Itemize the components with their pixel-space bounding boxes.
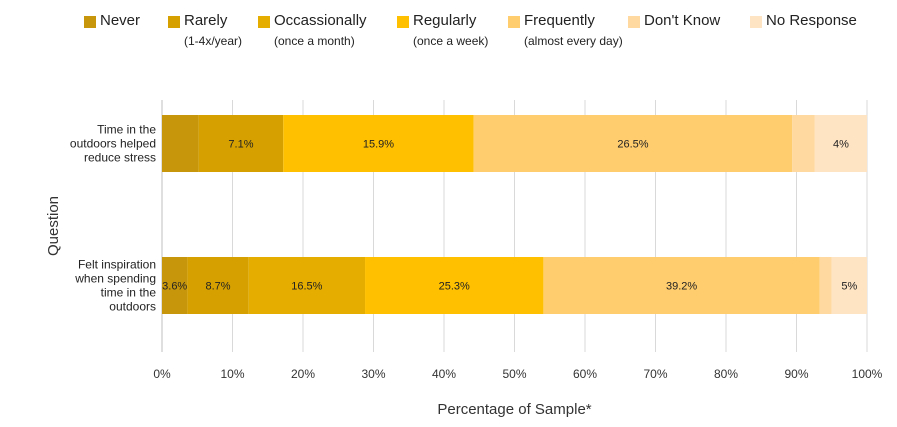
legend-swatch <box>258 16 270 28</box>
legend-swatch <box>84 16 96 28</box>
data-label: 5% <box>841 281 857 293</box>
x-tick-label: 20% <box>291 367 315 381</box>
x-tick-label: 60% <box>573 367 597 381</box>
bar-segment <box>283 115 474 172</box>
y-axis-title: Question <box>45 196 62 256</box>
x-tick-label: 50% <box>502 367 526 381</box>
legend-swatch <box>397 16 409 28</box>
data-label: 15.9% <box>363 139 394 151</box>
legend-swatch <box>508 16 520 28</box>
category-label: Felt inspiration <box>78 258 156 272</box>
category-label: when spending <box>74 272 156 286</box>
legend: Never Rarely (1-4x/year) Occassionally (once… <box>0 12 897 52</box>
bar-segment <box>543 257 820 314</box>
data-label: 26.5% <box>617 139 648 151</box>
x-tick-label: 30% <box>361 367 385 381</box>
data-label: 7.1% <box>228 139 253 151</box>
bar-segment <box>831 257 867 314</box>
category-label: outdoors <box>109 300 156 314</box>
legend-label: Never <box>100 12 141 29</box>
x-tick-label: 100% <box>852 367 883 381</box>
legend-sublabel: (1-4x/year) <box>184 34 243 48</box>
legend-label: Occassionally <box>274 12 367 29</box>
category-label: Time in the <box>97 123 156 137</box>
data-label: 25.3% <box>439 281 470 293</box>
legend-label: Frequently <box>524 12 595 29</box>
category-label: outdoors helped <box>70 137 156 151</box>
data-label: 39.2% <box>666 281 697 293</box>
data-label: 4% <box>833 139 849 151</box>
legend-label: Don't Know <box>644 12 721 29</box>
bar-segment <box>792 115 815 172</box>
legend-label: Regularly <box>413 12 477 29</box>
bar-segment <box>365 257 544 314</box>
x-tick-label: 70% <box>643 367 667 381</box>
legend-swatch <box>750 16 762 28</box>
bar-segment <box>162 115 199 172</box>
bar-segment <box>814 115 867 172</box>
x-tick-label: 90% <box>784 367 808 381</box>
legend-swatch <box>168 16 180 28</box>
bar-segment <box>198 115 284 172</box>
legend-sublabel: (almost every day) <box>524 34 623 48</box>
legend-label: Rarely <box>184 12 228 29</box>
bar-segment <box>162 257 188 314</box>
x-tick-label: 10% <box>220 367 244 381</box>
legend-sublabel: (once a week) <box>413 34 489 48</box>
data-label: 8.7% <box>206 281 231 293</box>
category-label: reduce stress <box>84 151 156 165</box>
data-label: 3.6% <box>162 281 187 293</box>
x-tick-label: 40% <box>432 367 456 381</box>
bar-segment <box>248 257 366 314</box>
data-label: 16.5% <box>291 281 322 293</box>
bar-segment <box>473 115 793 172</box>
legend-sublabel: (once a month) <box>274 34 355 48</box>
x-axis-title: Percentage of Sample* <box>437 401 591 418</box>
category-label: time in the <box>101 286 157 300</box>
legend-label: No Response <box>766 12 857 29</box>
legend-swatch <box>628 16 640 28</box>
bar-segment <box>187 257 249 314</box>
bar-segment <box>819 257 832 314</box>
x-tick-label: 0% <box>153 367 171 381</box>
x-tick-label: 80% <box>714 367 738 381</box>
